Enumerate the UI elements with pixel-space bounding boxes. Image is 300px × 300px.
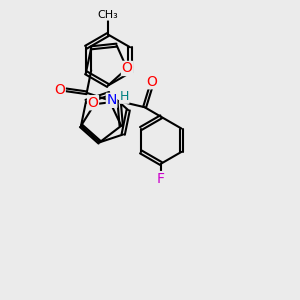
Text: H: H: [119, 90, 129, 103]
Text: O: O: [147, 75, 158, 89]
Text: O: O: [54, 83, 65, 97]
Text: N: N: [106, 93, 117, 107]
Text: O: O: [88, 96, 98, 110]
Text: CH₃: CH₃: [98, 10, 118, 20]
Text: O: O: [122, 61, 132, 75]
Text: F: F: [157, 172, 165, 186]
